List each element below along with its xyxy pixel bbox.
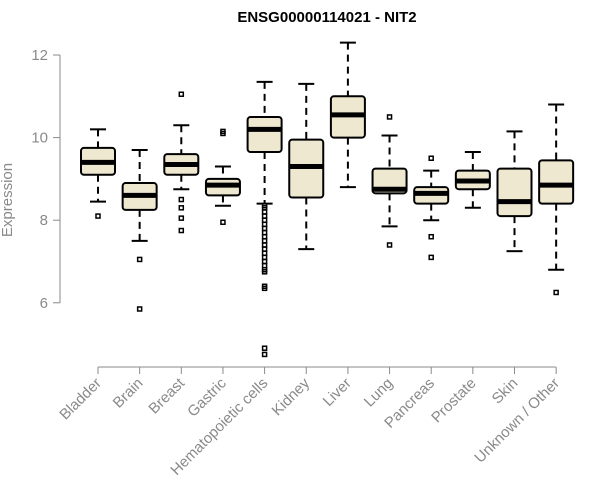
- outlier-point: [178, 205, 185, 211]
- box-group: [163, 91, 200, 234]
- boxes: [80, 41, 575, 358]
- x-tick-label: Liver: [320, 375, 355, 410]
- outlier-point: [261, 285, 268, 292]
- outlier-point: [553, 289, 559, 296]
- x-tick-label: Brain: [110, 375, 147, 412]
- box-group: [80, 128, 116, 219]
- box-group: [121, 148, 158, 312]
- outlier-point: [261, 351, 268, 358]
- outlier-point: [178, 196, 185, 203]
- x-tick-label: Bladder: [56, 375, 105, 424]
- outlier-point: [220, 130, 226, 137]
- iqr-box: [538, 159, 575, 205]
- outlier-point: [178, 215, 185, 221]
- iqr-box: [246, 115, 283, 154]
- chart-title: ENSG00000114021 - NIT2: [237, 9, 416, 26]
- box-group: [371, 114, 408, 248]
- outlier-point: [261, 269, 268, 275]
- iqr-box: [496, 167, 533, 218]
- x-tick-label: Kidney: [269, 374, 314, 419]
- outlier-point: [386, 242, 393, 248]
- box-group: [538, 103, 575, 296]
- outlier-point: [95, 213, 101, 219]
- y-tick-label: 6: [40, 295, 48, 312]
- box-group: [454, 151, 491, 209]
- outlier-point: [178, 91, 185, 97]
- x-tick-label: Prostate: [428, 375, 480, 427]
- outlier-point: [428, 233, 434, 240]
- outlier-point: [220, 219, 226, 226]
- y-ticks: 6 8 10 12: [31, 47, 60, 312]
- box-group: [246, 80, 283, 358]
- x-tick-label: Breast: [145, 374, 188, 417]
- outlier-point: [261, 345, 268, 351]
- box-group: [413, 155, 450, 261]
- box-group: [204, 128, 241, 226]
- outlier-point: [428, 155, 434, 161]
- outlier-point: [428, 254, 434, 261]
- outlier-point: [178, 227, 185, 234]
- y-tick-label: 12: [31, 47, 48, 64]
- outlier-point: [136, 306, 143, 312]
- outlier-point: [386, 114, 393, 120]
- y-axis-label: Expression: [0, 163, 16, 237]
- box-group: [496, 130, 533, 253]
- y-tick-label: 8: [40, 212, 48, 229]
- box-group: [329, 41, 366, 189]
- outlier-point: [136, 256, 143, 263]
- x-tick-label: Lung: [361, 375, 397, 411]
- y-tick-label: 10: [31, 130, 48, 147]
- box-group: [288, 82, 325, 251]
- x-tick-label: Skin: [489, 375, 522, 408]
